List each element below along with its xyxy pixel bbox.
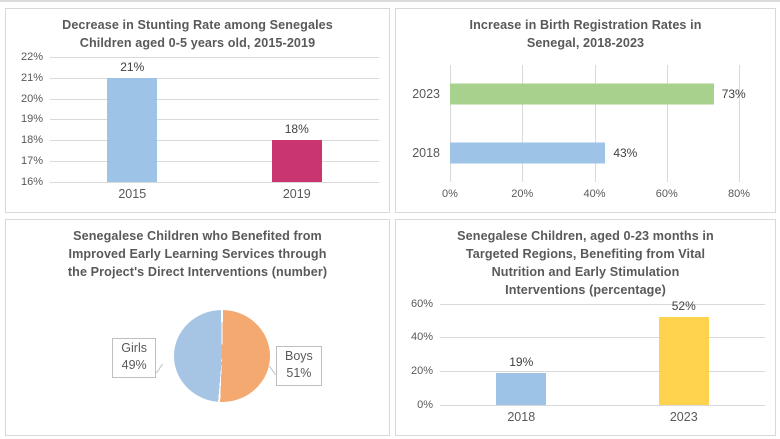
x-category-label: 2018 <box>507 410 536 424</box>
gridline <box>594 64 596 182</box>
x-axis-labels: 2018 2023 <box>440 405 765 429</box>
bar-value-label: 18% <box>284 122 309 137</box>
x-tick-label: 60% <box>655 188 678 200</box>
plot-area: 73% 43% <box>450 64 746 182</box>
gridline <box>50 182 379 183</box>
callout-boys: Boys 51% <box>268 345 322 386</box>
gridline <box>440 303 765 305</box>
x-category-label: 2019 <box>282 187 311 201</box>
bar-2018 <box>450 142 606 164</box>
gridline <box>739 64 740 182</box>
category-labels: 2023 2018 <box>402 65 450 182</box>
y-axis-labels: 60% 40% 20% 0% <box>402 298 440 412</box>
y-tick-label: 22% <box>20 50 43 63</box>
bar-value-label: 43% <box>613 145 638 160</box>
nutrition-bar-chart: 60% 40% 20% 0% 19% 52% 2018 2023 <box>402 298 765 430</box>
plot-area: 19% 52% <box>440 299 765 406</box>
y-tick-label: 0% <box>417 399 433 411</box>
gridline <box>450 64 451 182</box>
x-tick-label: 20% <box>511 188 534 200</box>
gridline <box>440 405 765 406</box>
gridline <box>522 64 524 182</box>
nutrition-chart-title: Senegalese Children, aged 0-23 months in… <box>457 229 714 297</box>
gridline <box>50 56 379 58</box>
y-tick-label: 20% <box>410 365 433 378</box>
panel-nutrition-stimulation: Senegalese Children, aged 0-23 months in… <box>395 219 776 436</box>
y-tick-label: 60% <box>410 297 433 310</box>
callout-leader-line <box>268 365 277 375</box>
bar-2018 <box>496 372 547 405</box>
x-tick-label: 40% <box>583 188 606 200</box>
y-tick-label: 20% <box>20 92 43 105</box>
bar-2015 <box>107 77 158 182</box>
callout-label: Boys <box>285 348 313 363</box>
category-label: 2018 <box>412 145 440 160</box>
x-axis-labels: 0% 20% 40% 60% 80% <box>442 182 750 206</box>
gridline <box>50 119 379 121</box>
y-axis-labels: 22% 21% 20% 19% 18% 17% 16% <box>12 51 50 188</box>
y-tick-label: 18% <box>20 134 43 147</box>
gridline <box>50 98 379 100</box>
y-tick-label: 21% <box>20 71 43 84</box>
bar-value-label: 52% <box>671 299 696 314</box>
bar-value-label: 73% <box>721 87 746 102</box>
stunting-chart-title: Decrease in Stunting Rate among Senegale… <box>62 18 333 50</box>
gridline <box>50 161 379 163</box>
birth-registration-chart-title: Increase in Birth Registration Rates in … <box>469 18 702 50</box>
callout-value: 49% <box>121 358 147 373</box>
bar-2019 <box>271 140 322 182</box>
x-tick-label: 80% <box>727 188 751 200</box>
plot-area: 21% 18% <box>50 56 379 183</box>
callout-leader-line <box>155 363 164 373</box>
early-learning-pie-chart: Girls 49% Boys 51% <box>12 286 379 429</box>
x-category-label: 2023 <box>669 410 698 424</box>
panel-stunting-rate: Decrease in Stunting Rate among Senegale… <box>5 8 390 213</box>
callout-value: 51% <box>286 366 312 381</box>
panel-early-learning: Senegalese Children who Benefited from I… <box>5 219 390 436</box>
bar-value-label: 19% <box>509 354 534 369</box>
stunting-bar-chart: 22% 21% 20% 19% 18% 17% 16% 21% 18% 2015 2019 <box>12 51 379 206</box>
panel-birth-registration: Increase in Birth Registration Rates in … <box>395 8 776 213</box>
bar-2023 <box>658 317 709 405</box>
gridline <box>50 140 379 142</box>
category-label: 2023 <box>412 87 440 102</box>
bar-2023 <box>450 83 714 105</box>
bar-value-label: 21% <box>120 59 145 74</box>
gridline <box>440 371 765 373</box>
x-tick-label: 0% <box>442 188 458 200</box>
gridline <box>440 337 765 339</box>
early-learning-chart-title: Senegalese Children who Benefited from I… <box>67 229 328 279</box>
birth-registration-bar-chart: 2023 2018 73% 43% 0% 20% 40% 60% 80% <box>402 64 750 206</box>
y-tick-label: 17% <box>20 155 43 168</box>
y-tick-label: 19% <box>20 113 43 126</box>
x-category-label: 2015 <box>118 187 147 201</box>
gridline <box>666 64 668 182</box>
y-tick-label: 40% <box>410 331 433 344</box>
y-tick-label: 16% <box>20 176 43 188</box>
x-axis-labels: 2015 2019 <box>50 182 379 206</box>
callout-label: Girls <box>121 340 147 355</box>
gridline <box>50 77 379 79</box>
callout-girls: Girls 49% <box>112 337 164 378</box>
pie-chart <box>174 309 270 402</box>
